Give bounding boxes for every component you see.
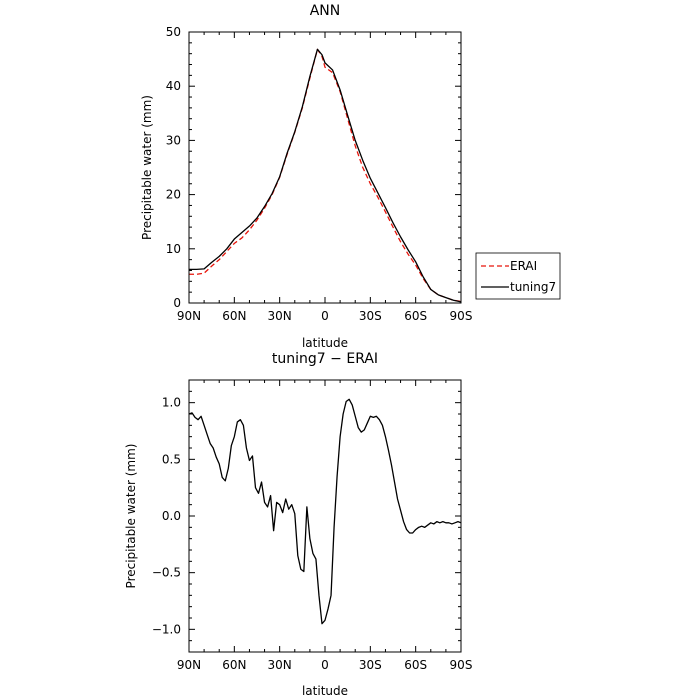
bottom-series-line-difference [188,398,462,625]
legend-label-erai: ERAI [510,259,537,273]
top-xtick-label: 30S [359,309,382,323]
top-chart-series-group [189,48,462,303]
top-series-line-erai [189,48,462,303]
bottom-xtick-label: 90N [177,658,201,672]
bottom-ytick-label: −1.0 [152,622,181,636]
top-xtick-label: 60N [222,309,246,323]
top-ytick-label: 20 [166,188,181,202]
bottom-chart-xlabel: latitude [302,684,348,698]
bottom-xtick-label: 0 [321,658,329,672]
bottom-xtick-label: 60S [404,658,427,672]
top-xtick-label: 90N [177,309,201,323]
bottom-ytick-label: 0.5 [162,452,181,466]
top-chart-ylabel: Precipitable water (mm) [140,95,154,240]
top-ytick-label: 0 [173,296,181,310]
top-chart-plot-frame [188,31,462,304]
bottom-chart-panel: tuning7 − ERAI −1.0 −0.5 0.0 0.5 1.0 90N 60N 30… [124,351,472,698]
top-ytick-label: 10 [166,242,181,256]
bottom-chart-ticks: −1.0 −0.5 0.0 0.5 1.0 90N 60N 30N 0 30S 60S 90S [152,379,473,672]
top-ytick-label: 40 [166,79,181,93]
bottom-chart-ylabel: Precipitable water (mm) [124,444,138,589]
top-series-line-tuning7 [189,48,462,303]
bottom-ytick-label: −0.5 [152,566,181,580]
top-chart-title: ANN [310,3,341,19]
top-ytick-label: 50 [166,25,181,39]
top-chart-panel: ANN 0 10 20 30 40 50 90N 60N 30N 0 30S 60S 90S latit… [140,3,561,350]
bottom-chart-series-group [188,398,462,625]
bottom-ytick-label: 1.0 [162,396,181,410]
legend-label-tuning7: tuning7 [510,280,556,294]
top-chart-xlabel: latitude [302,336,348,350]
bottom-xtick-label: 30S [359,658,382,672]
bottom-xtick-label: 30N [268,658,292,672]
legend: ERAI tuning7 [475,252,561,300]
bottom-xtick-label: 60N [222,658,246,672]
top-xtick-label: 30N [268,309,292,323]
top-xtick-label: 0 [321,309,329,323]
bottom-ytick-label: 0.0 [162,509,181,523]
bottom-xtick-label: 90S [450,658,473,672]
legend-box [475,252,561,300]
top-chart-ticks: 0 10 20 30 40 50 90N 60N 30N 0 30S 60S 90S [166,25,473,323]
top-ytick-label: 30 [166,133,181,147]
top-xtick-label: 90S [450,309,473,323]
top-xtick-label: 60S [404,309,427,323]
bottom-chart-plot-frame [188,379,462,653]
bottom-chart-title: tuning7 − ERAI [272,351,378,367]
